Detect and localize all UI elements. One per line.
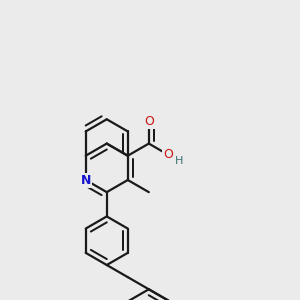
Text: N: N [80, 173, 91, 187]
Text: O: O [144, 115, 154, 128]
Text: H: H [175, 156, 184, 166]
Text: O: O [163, 148, 173, 161]
